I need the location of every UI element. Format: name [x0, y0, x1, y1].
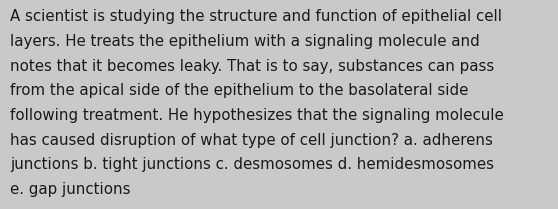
Text: e. gap junctions: e. gap junctions	[10, 182, 131, 197]
Text: has caused disruption of what type of cell junction? a. adherens: has caused disruption of what type of ce…	[10, 133, 493, 148]
Text: A scientist is studying the structure and function of epithelial cell: A scientist is studying the structure an…	[10, 9, 502, 24]
Text: from the apical side of the epithelium to the basolateral side: from the apical side of the epithelium t…	[10, 83, 468, 98]
Text: notes that it becomes leaky. That is to say, substances can pass: notes that it becomes leaky. That is to …	[10, 59, 494, 74]
Text: layers. He treats the epithelium with a signaling molecule and: layers. He treats the epithelium with a …	[10, 34, 480, 49]
Text: following treatment. He hypothesizes that the signaling molecule: following treatment. He hypothesizes tha…	[10, 108, 504, 123]
Text: junctions b. tight junctions c. desmosomes d. hemidesmosomes: junctions b. tight junctions c. desmosom…	[10, 157, 494, 172]
